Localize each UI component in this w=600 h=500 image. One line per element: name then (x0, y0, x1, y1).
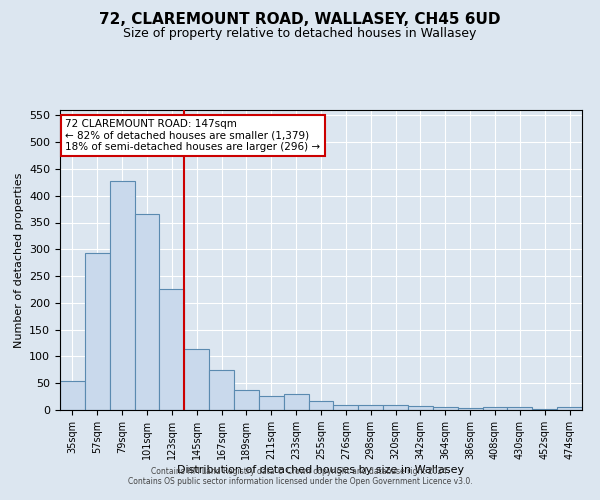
X-axis label: Distribution of detached houses by size in Wallasey: Distribution of detached houses by size … (178, 465, 464, 475)
Bar (532, 409, 557, 410)
Bar (85, 253, 110, 410)
Bar (160, 290, 184, 410)
Text: Size of property relative to detached houses in Wallasey: Size of property relative to detached ho… (124, 28, 476, 40)
Bar (557, 408, 582, 410)
Bar (334, 404, 358, 410)
Y-axis label: Number of detached properties: Number of detached properties (14, 172, 23, 348)
Bar (284, 394, 308, 410)
Bar (308, 401, 334, 410)
Bar (234, 390, 259, 410)
Bar (209, 370, 234, 410)
Bar (259, 396, 284, 410)
Bar (433, 408, 458, 410)
Bar (110, 180, 134, 410)
Bar (383, 404, 408, 410)
Bar (508, 407, 532, 410)
Bar (482, 407, 508, 410)
Text: 72 CLAREMOUNT ROAD: 147sqm
← 82% of detached houses are smaller (1,379)
18% of s: 72 CLAREMOUNT ROAD: 147sqm ← 82% of deta… (65, 119, 320, 152)
Bar (458, 408, 482, 410)
Text: Contains OS public sector information licensed under the Open Government Licence: Contains OS public sector information li… (128, 478, 472, 486)
Text: Contains HM Land Registry data © Crown copyright and database right 2024.: Contains HM Land Registry data © Crown c… (151, 468, 449, 476)
Bar (134, 214, 160, 410)
Bar (408, 406, 433, 410)
Bar (184, 350, 209, 410)
Bar (358, 404, 383, 410)
Bar (60, 380, 85, 410)
Text: 72, CLAREMOUNT ROAD, WALLASEY, CH45 6UD: 72, CLAREMOUNT ROAD, WALLASEY, CH45 6UD (99, 12, 501, 28)
